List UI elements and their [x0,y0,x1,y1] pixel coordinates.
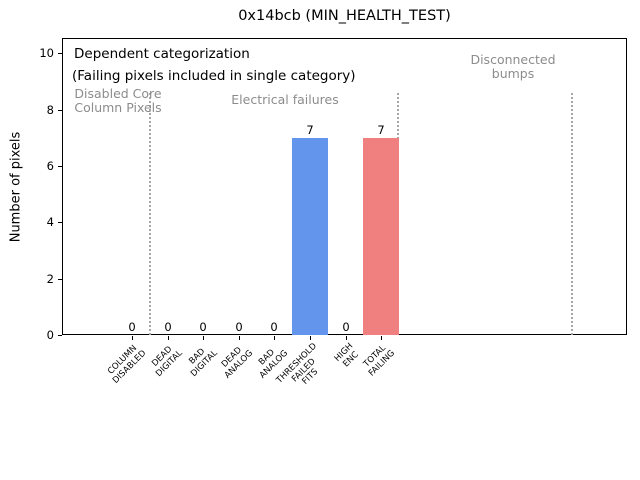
plot-area [62,38,627,335]
y-tick [58,53,62,54]
annotation-dependent-categorization: Dependent categorization [74,46,250,62]
section-separator [149,93,151,335]
y-axis-label: Number of pixels [8,131,24,243]
x-tick [203,336,204,340]
x-tick [168,336,169,340]
value-label: 0 [128,320,136,334]
value-label: 0 [164,320,172,334]
y-tick [58,166,62,167]
value-label: 7 [377,123,385,137]
value-label: 7 [306,123,314,137]
y-tick [58,335,62,336]
y-tick [58,110,62,111]
value-label: 0 [342,320,350,334]
y-tick-label: 6 [46,159,54,173]
x-tick [346,336,347,340]
y-tick [58,279,62,280]
value-label: 0 [270,320,278,334]
y-tick-label: 8 [46,103,54,117]
section-label-electrical-failures: Electrical failures [231,92,339,107]
y-tick-label: 0 [46,328,54,342]
value-label: 0 [235,320,243,334]
x-tick [381,336,382,340]
y-tick-label: 10 [39,46,54,60]
x-tick [132,336,133,340]
section-separator [571,93,573,335]
y-tick-label: 4 [46,215,54,229]
x-tick [239,336,240,340]
x-tick [274,336,275,340]
section-label-disabled-core-column-pixels: Disabled Core Column Pixels [74,86,162,115]
section-label-disconnected-bumps: Disconnected bumps [470,52,556,81]
annotation-failing-pixels-note: (Failing pixels included in single categ… [72,68,356,84]
x-tick [310,336,311,340]
y-tick [58,222,62,223]
value-label: 0 [199,320,207,334]
bar-total-failing [363,138,399,335]
chart-title: 0x14bcb (MIN_HEALTH_TEST) [238,8,451,24]
bar-threshold-failed-fits [292,138,328,335]
y-tick-label: 2 [46,272,54,286]
